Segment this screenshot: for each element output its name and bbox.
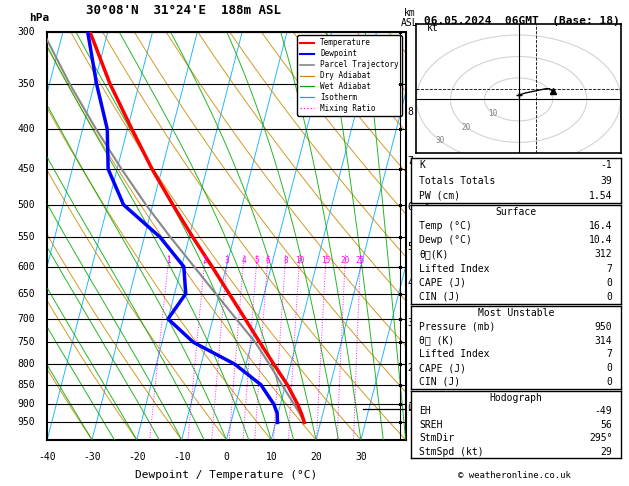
Text: StmDir: StmDir	[419, 433, 454, 443]
Text: 20: 20	[340, 257, 350, 265]
Text: 300: 300	[17, 27, 35, 36]
Text: 600: 600	[17, 261, 35, 272]
Text: 8: 8	[283, 257, 287, 265]
Text: 2: 2	[408, 363, 413, 373]
Text: -10: -10	[173, 452, 191, 462]
Text: 56: 56	[601, 420, 613, 430]
Text: 500: 500	[17, 200, 35, 210]
Text: Totals Totals: Totals Totals	[419, 175, 496, 186]
Text: 30°08'N  31°24'E  188m ASL: 30°08'N 31°24'E 188m ASL	[86, 4, 281, 17]
Text: θᴇ(K): θᴇ(K)	[419, 249, 448, 260]
Text: 5: 5	[408, 242, 413, 252]
Text: km
ASL: km ASL	[401, 7, 418, 28]
Text: 0: 0	[223, 452, 230, 462]
Text: © weatheronline.co.uk: © weatheronline.co.uk	[458, 471, 571, 480]
Text: 10: 10	[295, 257, 304, 265]
Text: 7: 7	[408, 156, 413, 166]
Text: 4: 4	[242, 257, 246, 265]
Text: StmSpd (kt): StmSpd (kt)	[419, 447, 484, 456]
Text: 950: 950	[595, 322, 613, 332]
Text: 30: 30	[436, 136, 445, 145]
Text: 350: 350	[17, 79, 35, 89]
Text: -49: -49	[595, 406, 613, 417]
Text: CAPE (J): CAPE (J)	[419, 363, 466, 373]
Text: 10: 10	[488, 109, 497, 118]
Text: 1: 1	[408, 402, 413, 412]
Text: hPa: hPa	[29, 14, 50, 23]
Text: 295°: 295°	[589, 433, 613, 443]
Text: Mixing Ratio (g/kg): Mixing Ratio (g/kg)	[425, 185, 435, 287]
Text: 1: 1	[166, 257, 171, 265]
Text: Pressure (mb): Pressure (mb)	[419, 322, 496, 332]
Text: 312: 312	[595, 249, 613, 260]
Text: 900: 900	[17, 399, 35, 409]
Text: 750: 750	[17, 337, 35, 347]
Text: SREH: SREH	[419, 420, 443, 430]
Text: 400: 400	[17, 124, 35, 134]
Text: 550: 550	[17, 232, 35, 242]
Text: 06.05.2024  06GMT  (Base: 18): 06.05.2024 06GMT (Base: 18)	[424, 16, 620, 26]
Text: 3: 3	[225, 257, 230, 265]
Text: 39: 39	[601, 175, 613, 186]
Text: CIN (J): CIN (J)	[419, 292, 460, 302]
Text: EH: EH	[419, 406, 431, 417]
Text: 29: 29	[601, 447, 613, 456]
Text: Temp (°C): Temp (°C)	[419, 221, 472, 231]
Text: 700: 700	[17, 314, 35, 324]
Text: 7: 7	[606, 263, 613, 274]
Text: 3: 3	[408, 318, 413, 328]
Text: 0: 0	[606, 278, 613, 288]
Text: θᴇ (K): θᴇ (K)	[419, 336, 454, 346]
Text: CIN (J): CIN (J)	[419, 377, 460, 387]
Text: Hodograph: Hodograph	[489, 393, 542, 403]
Text: 2: 2	[203, 257, 207, 265]
Text: 5: 5	[254, 257, 259, 265]
Text: 0: 0	[606, 377, 613, 387]
Text: 6: 6	[408, 202, 413, 212]
Text: 20: 20	[462, 122, 471, 132]
Text: Dewpoint / Temperature (°C): Dewpoint / Temperature (°C)	[135, 470, 318, 481]
Text: 0: 0	[606, 292, 613, 302]
Text: -40: -40	[38, 452, 56, 462]
Text: Lifted Index: Lifted Index	[419, 263, 489, 274]
Text: Most Unstable: Most Unstable	[477, 308, 554, 318]
Text: 10.4: 10.4	[589, 235, 613, 245]
Text: LCL: LCL	[408, 404, 423, 413]
Text: 1.54: 1.54	[589, 191, 613, 201]
Text: 6: 6	[265, 257, 270, 265]
Text: PW (cm): PW (cm)	[419, 191, 460, 201]
Text: 8: 8	[408, 107, 413, 117]
Legend: Temperature, Dewpoint, Parcel Trajectory, Dry Adiabat, Wet Adiabat, Isotherm, Mi: Temperature, Dewpoint, Parcel Trajectory…	[298, 35, 402, 116]
Text: 10: 10	[265, 452, 277, 462]
Text: 15: 15	[321, 257, 330, 265]
Text: 25: 25	[356, 257, 365, 265]
Text: 450: 450	[17, 164, 35, 174]
Text: Surface: Surface	[495, 207, 537, 217]
Text: CAPE (J): CAPE (J)	[419, 278, 466, 288]
Text: 850: 850	[17, 380, 35, 390]
Text: 16.4: 16.4	[589, 221, 613, 231]
Text: 4: 4	[408, 278, 413, 288]
Text: K: K	[419, 160, 425, 171]
Text: 0: 0	[606, 363, 613, 373]
Text: Lifted Index: Lifted Index	[419, 349, 489, 359]
Text: 650: 650	[17, 289, 35, 299]
Text: 7: 7	[606, 349, 613, 359]
Text: -30: -30	[83, 452, 101, 462]
Text: 314: 314	[595, 336, 613, 346]
Text: 30: 30	[355, 452, 367, 462]
Text: Dewp (°C): Dewp (°C)	[419, 235, 472, 245]
Text: 20: 20	[310, 452, 322, 462]
Text: 950: 950	[17, 417, 35, 428]
Text: 800: 800	[17, 359, 35, 369]
Text: kt: kt	[426, 23, 438, 33]
Text: -1: -1	[601, 160, 613, 171]
Text: -20: -20	[128, 452, 146, 462]
